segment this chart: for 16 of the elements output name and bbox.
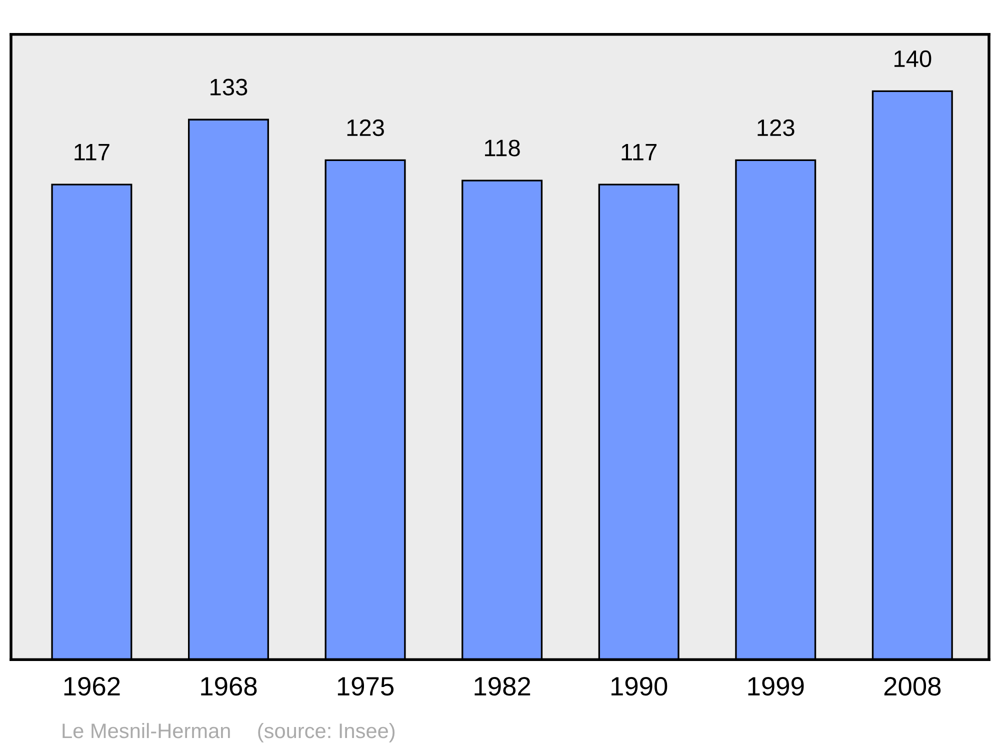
x-tick-label: 1982 <box>474 676 530 696</box>
text: Le Mesnil-Herman <box>62 722 230 738</box>
x-tick-label: 1962 <box>64 676 120 696</box>
x-tick-label: 2008 <box>884 676 941 696</box>
x-tick-label: 1990 <box>612 676 668 696</box>
data-label: 117 <box>622 144 656 160</box>
x-tick-label: 1968 <box>201 676 257 696</box>
text: (source: Insee) <box>258 722 395 742</box>
data-label: 117 <box>74 144 110 160</box>
data-label: 123 <box>347 119 384 136</box>
x-tick-label: 1999 <box>748 676 804 696</box>
data-label: 133 <box>210 78 248 96</box>
x-tick-label: 1975 <box>338 676 394 696</box>
data-label: 118 <box>485 140 520 156</box>
data-label: 140 <box>894 50 932 68</box>
data-label: 123 <box>758 119 794 136</box>
